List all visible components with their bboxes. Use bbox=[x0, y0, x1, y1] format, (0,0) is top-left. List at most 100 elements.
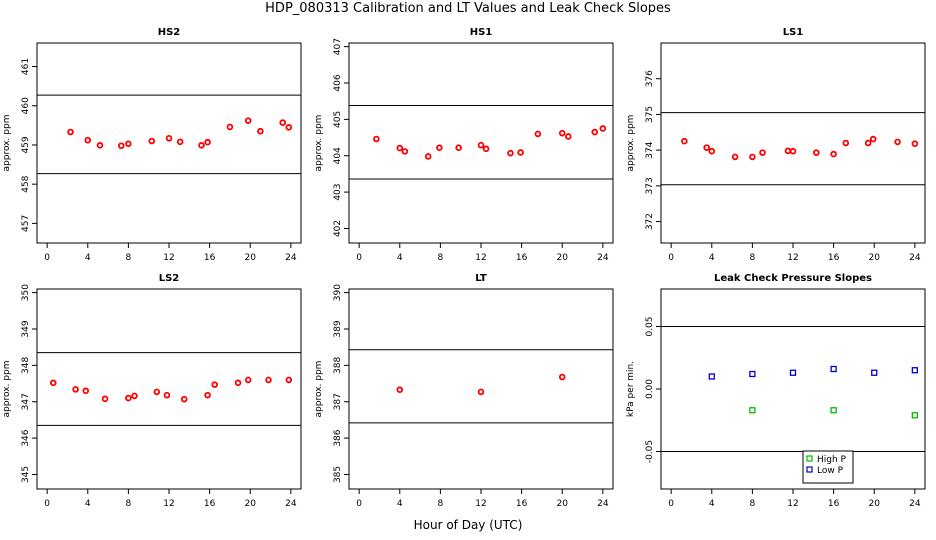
data-point bbox=[244, 376, 252, 384]
y-tick-label: -0.05 bbox=[645, 440, 655, 463]
data-point bbox=[894, 138, 901, 146]
panel-leak-check-pressure-slopes: Leak Check Pressure Slopes 0 4 8 12 16 20 24 -0.… bbox=[626, 273, 926, 509]
data-point bbox=[558, 129, 566, 137]
x-tick-label: 16 bbox=[828, 499, 840, 509]
data-point bbox=[204, 138, 211, 146]
data-point bbox=[72, 386, 79, 393]
x-tick-label: 4 bbox=[85, 253, 91, 263]
y-axis-label: approx. ppm bbox=[626, 115, 636, 172]
y-axis-label: approx. ppm bbox=[314, 115, 324, 172]
data-point bbox=[234, 379, 242, 387]
data-point bbox=[731, 153, 739, 161]
y-tick-label: 375 bbox=[645, 106, 655, 123]
y-axis-label: approx. ppm bbox=[314, 361, 324, 418]
data-point bbox=[125, 140, 132, 148]
x-tick-label: 8 bbox=[126, 499, 132, 509]
data-point bbox=[148, 137, 156, 145]
x-tick-label: 16 bbox=[204, 253, 216, 263]
x-tick-label: 24 bbox=[285, 253, 297, 263]
data-point-high-p bbox=[749, 407, 756, 414]
panel-lt: LT 0 4 8 12 16 20 24 385 386 387 388 389 390 approx. p… bbox=[314, 273, 614, 509]
data-point-low-p bbox=[789, 369, 797, 376]
data-point bbox=[131, 392, 138, 400]
y-axis-label: approx. ppm bbox=[2, 115, 12, 172]
x-tick-label: 4 bbox=[709, 253, 715, 263]
y-axis-label: approx. ppm bbox=[2, 361, 12, 418]
y-tick-label: 390 bbox=[333, 284, 343, 301]
x-tick-label: 16 bbox=[516, 499, 528, 509]
data-point bbox=[784, 147, 792, 155]
y-tick-label: 386 bbox=[333, 429, 343, 446]
plot-frame bbox=[660, 288, 926, 490]
data-point bbox=[163, 391, 171, 399]
x-tick-label: 8 bbox=[750, 499, 756, 509]
data-point bbox=[507, 149, 514, 157]
y-tick-label: 376 bbox=[645, 70, 655, 87]
legend-label: Low P bbox=[817, 466, 844, 476]
data-point-low-p bbox=[871, 369, 878, 376]
panel-title: LS1 bbox=[783, 27, 804, 38]
data-point-high-p bbox=[911, 412, 918, 419]
data-point-low-p bbox=[708, 373, 715, 380]
data-point bbox=[401, 148, 409, 155]
data-point-low-p bbox=[830, 365, 837, 373]
legend-marker bbox=[806, 455, 813, 462]
panel-title: HS1 bbox=[470, 27, 493, 38]
y-tick-label: 345 bbox=[21, 466, 31, 483]
data-point bbox=[125, 394, 132, 402]
y-tick-label: 346 bbox=[21, 429, 31, 446]
x-tick-label: 8 bbox=[438, 253, 444, 263]
x-tick-label: 24 bbox=[909, 499, 921, 509]
data-point bbox=[565, 133, 572, 140]
y-tick-label: 407 bbox=[333, 38, 343, 55]
x-tick-label: 20 bbox=[869, 253, 881, 263]
x-tick-label: 16 bbox=[828, 253, 840, 263]
data-point bbox=[180, 395, 188, 403]
x-tick-label: 12 bbox=[787, 253, 798, 263]
x-tick-label: 12 bbox=[163, 499, 174, 509]
y-tick-label: 389 bbox=[333, 320, 343, 337]
data-point bbox=[165, 134, 173, 142]
y-tick-label: 372 bbox=[645, 213, 655, 230]
data-point bbox=[211, 381, 218, 388]
x-axis-label: Hour of Day (UTC) bbox=[413, 518, 523, 532]
y-tick-label: 388 bbox=[333, 357, 343, 374]
x-tick-label: 12 bbox=[475, 253, 486, 263]
data-point bbox=[96, 142, 104, 149]
data-point bbox=[373, 135, 380, 143]
y-tick-label: 461 bbox=[21, 58, 31, 75]
plot-frame bbox=[36, 288, 302, 490]
x-tick-label: 24 bbox=[597, 499, 609, 509]
legend-label: High P bbox=[817, 455, 847, 465]
data-point bbox=[117, 142, 125, 150]
x-tick-label: 0 bbox=[44, 253, 50, 263]
x-tick-label: 20 bbox=[245, 253, 257, 263]
data-point bbox=[285, 124, 293, 131]
data-point bbox=[749, 153, 756, 161]
y-tick-label: 373 bbox=[645, 177, 655, 194]
data-point bbox=[842, 139, 850, 147]
y-tick-label: 404 bbox=[333, 147, 343, 164]
data-point bbox=[864, 139, 872, 147]
panel-title: LT bbox=[475, 273, 487, 284]
data-point bbox=[591, 128, 599, 136]
x-tick-label: 0 bbox=[44, 499, 50, 509]
x-tick-label: 12 bbox=[475, 499, 486, 509]
x-tick-label: 0 bbox=[668, 499, 674, 509]
data-point bbox=[830, 150, 837, 158]
x-tick-label: 20 bbox=[557, 499, 569, 509]
data-point bbox=[204, 391, 211, 399]
y-tick-label: 457 bbox=[21, 215, 31, 232]
x-tick-label: 20 bbox=[245, 499, 257, 509]
plot-frame bbox=[36, 42, 302, 244]
data-point bbox=[436, 144, 443, 152]
data-point bbox=[396, 386, 404, 394]
figure-title: HDP_080313 Calibration and LT Values and… bbox=[265, 1, 671, 16]
y-tick-label: 403 bbox=[333, 183, 343, 200]
y-tick-label: 348 bbox=[21, 357, 31, 374]
data-point bbox=[558, 373, 566, 381]
panel-title: LS2 bbox=[159, 273, 180, 284]
panel-title: Leak Check Pressure Slopes bbox=[714, 273, 872, 284]
x-tick-label: 4 bbox=[397, 499, 403, 509]
